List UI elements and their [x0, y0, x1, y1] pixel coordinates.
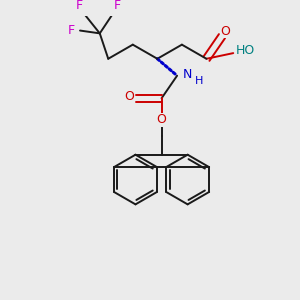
- Text: O: O: [124, 90, 134, 104]
- Text: O: O: [220, 25, 230, 38]
- Text: O: O: [157, 113, 166, 127]
- Text: F: F: [68, 24, 75, 37]
- Text: N: N: [183, 68, 193, 81]
- Text: F: F: [114, 0, 121, 13]
- Text: HO: HO: [236, 44, 255, 57]
- Text: F: F: [76, 0, 83, 13]
- Text: H: H: [195, 76, 203, 86]
